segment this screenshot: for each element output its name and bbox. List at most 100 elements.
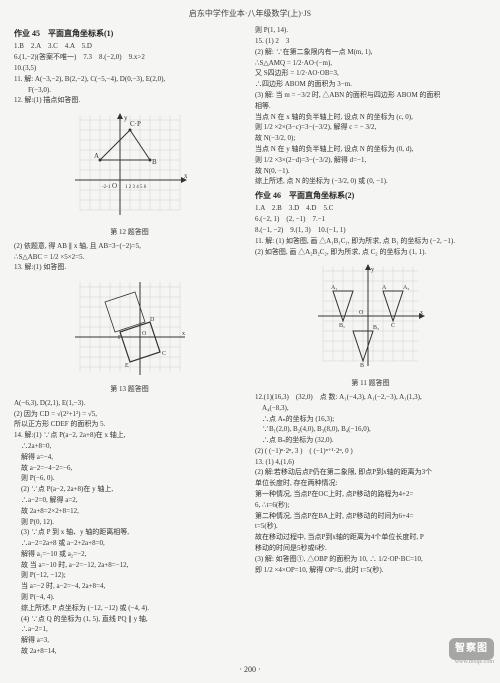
grid-12-svg: A B C·P O x y -2-1 1 2 3 4 5 6 <box>70 110 190 220</box>
q14: 14. 解:(1) ∵点 P(a−2, 2a+8)在 x 轴上, <box>14 431 245 441</box>
l13rb: 单位长度时, 存在两种情况: <box>255 479 486 489</box>
q12: 12. 解:(1) 描点如答图. <box>14 96 245 106</box>
q14t: 故 2a+8=14, <box>14 647 245 657</box>
svg-text:D: D <box>150 317 155 323</box>
svg-text:x: x <box>420 310 423 316</box>
l13rj: 即 1/2 ×4×OP=10, 解得 OP=5, 此时 t=5(秒). <box>255 566 486 576</box>
columns: 作业 45 平面直角坐标系(1) 1.B 2.A 3.C 4.A 5.D 6.(… <box>14 25 486 658</box>
r15j: 当点 N 在 y 轴的负半轴上时, 设点 N 的坐标为 (0, d), <box>255 145 486 155</box>
svg-text:A: A <box>382 285 387 291</box>
grid-11r-svg: A A₂ A₁ C B₁ B B₂ O x y <box>313 261 428 371</box>
q14d: 则 P(−6, 0). <box>14 474 245 484</box>
a46c: 8.(−1, −2) 9.(1, 3) 10.(−1, 1) <box>255 226 486 236</box>
q11: 11. 解: A(−3,−2), B(2,−2), C(−5,−4), D(0,… <box>14 75 245 85</box>
q14i: (3) ∵点 P 到 x 轴、y 轴的距离相等, <box>14 528 245 538</box>
q14o: 则 P(−4, 4). <box>14 593 245 603</box>
q14l: 故 当 a=−10 时, a−2=−12, 2a+8=−12, <box>14 561 245 571</box>
q12b: (2) 依题意, 得 AB ∥ x 轴, 且 AB=3−(−2)=5, <box>14 242 245 252</box>
q14e: (2) ∵点 P(a−2, 2a+8)在 y 轴上, <box>14 485 245 495</box>
hw45-title: 作业 45 平面直角坐标系(1) <box>14 28 245 39</box>
r1: 则 P(1, 14). <box>255 26 486 36</box>
svg-text:B₁: B₁ <box>339 323 345 329</box>
svg-text:y: y <box>124 114 128 122</box>
r15c: 又 S四边形 = 1/2·AO·OB=3, <box>255 69 486 79</box>
q14s: 解得 a=3, <box>14 636 245 646</box>
l13ri: (3) 解: 如答图①, △OBP 的面积为 10, ∴ 1/2·OP·BC=1… <box>255 555 486 565</box>
l13rd: 6, ∴t=6(秒); <box>255 501 486 511</box>
figure-11r: A A₂ A₁ C B₁ B B₂ O x y <box>255 261 486 375</box>
ans-10: 10.(3,5) <box>14 64 245 74</box>
svg-text:x: x <box>184 172 188 180</box>
r15a: (2) 解: ∵在第二象限内有一点 M(m, 1), <box>255 48 486 58</box>
svg-text:y: y <box>371 267 374 273</box>
a46: 1.A 2.B 3.D 4.D 5.C <box>255 204 486 214</box>
svg-text:A₁: A₁ <box>331 285 337 291</box>
ans-6-9: 6.(1,−2)(答案不唯一) 7.3 8.(−2,0) 9.x>2 <box>14 53 245 63</box>
q13a: A(−6,3), D(2,1), E(1,−3). <box>14 399 245 409</box>
q14r: ∴a−2=1, <box>14 625 245 635</box>
l13rh: 移动的时间是5秒或6秒. <box>255 544 486 554</box>
r15e: (3) 解: 当 m = −3/2 时, △ABN 的面积与四边形 ABOM 的… <box>255 91 486 101</box>
l13rf: t=5(秒). <box>255 522 486 532</box>
r15m: 综上所述, 点 N 的坐标为 (−3/2, 0) 或 (0, −1). <box>255 177 486 187</box>
svg-text:B: B <box>152 158 157 166</box>
r15h: 则 1/2 ×2×(3−c)=3−(−3/2), 解得 c = − 3/2, <box>255 123 486 133</box>
svg-text:C·P: C·P <box>130 120 141 128</box>
q13b: (2) 因为 CD = √(2²+1²) = √5, <box>14 410 245 420</box>
svg-text:A: A <box>94 152 99 160</box>
q14p: 综上所述, P 点坐标为 (−12, −12) 或 (−4, 4). <box>14 604 245 614</box>
q14b: 解得 a=−4, <box>14 453 245 463</box>
q14q: (4) ∵点 Q 的坐标为 (1, 5), 直线 PQ ∥ y 轴, <box>14 615 245 625</box>
left-column: 作业 45 平面直角坐标系(1) 1.B 2.A 3.C 4.A 5.D 6.(… <box>14 25 245 658</box>
q14g: 故 2a+8=2×2+8=12, <box>14 507 245 517</box>
l13re: 第二种情况, 当点P在BA上时, 点P移动的时间为6+4= <box>255 512 486 522</box>
svg-text:E: E <box>125 363 129 369</box>
l12r: 12.(1)(16,3) (32,0) 点 数: A₁(−4,3), A₁(−2… <box>255 393 486 403</box>
hw46-title: 作业 46 平面直角坐标系(2) <box>255 190 486 201</box>
l12re: (2) ( (−1)ⁿ·2ⁿ, 3 ) ( (−1)ⁿ⁺¹·2ⁿ, 0 ) <box>255 447 486 457</box>
q14a: ∴2a+8=0, <box>14 442 245 452</box>
svg-text:B: B <box>360 363 364 369</box>
q14n: 当 a=−2 时, a−2=−4, 2a+8=4, <box>14 582 245 592</box>
svg-text:B₂: B₂ <box>373 325 379 331</box>
caption-13: 第 13 题答图 <box>14 385 245 395</box>
q14j: ∴a−2=2a+8 或 a−2+2a+8=0, <box>14 539 245 549</box>
q14f: ∴a−2=0, 解得 a=2, <box>14 496 245 506</box>
caption-12: 第 12 题答图 <box>14 228 245 238</box>
svg-text:C: C <box>162 351 166 357</box>
r15i: 故 N(−3/2, 0); <box>255 134 486 144</box>
right-column: 则 P(1, 14). 15. (1) 2 3 (2) 解: ∵在第二象限内有一… <box>255 25 486 658</box>
l12rc: ∵B₁(2,0), B₂(4,0), B₃(8,0), B₄(−16,0), <box>255 425 486 435</box>
r15d: ∴四边形 ABOM 的面积为 3−m. <box>255 80 486 90</box>
r15f: 相等. <box>255 102 486 112</box>
svg-text:A₂: A₂ <box>403 285 409 291</box>
caption-11r: 第 11 题答图 <box>255 379 486 389</box>
l11r: 11. 解: (1) 如答图, 画 △A₁B₁C₁, 即为所求, 点 B₁ 的坐… <box>255 237 486 247</box>
svg-text:1 2 3 4 5 6: 1 2 3 4 5 6 <box>125 185 147 190</box>
r15: 15. (1) 2 3 <box>255 37 486 47</box>
svg-text:x: x <box>182 331 185 337</box>
svg-text:C: C <box>391 323 395 329</box>
q14c: 故 a−2=−4−2=−6, <box>14 464 245 474</box>
page-header: 启东中学作业本·八年级数学(上)·JS <box>14 8 486 19</box>
l13ra: (2) 解:若移动后点P仍在第二象限, 即点P到x轴的距离为3个 <box>255 468 486 478</box>
l12ra: A₄(−8,3), <box>255 404 486 414</box>
l13rc: 第一种情况, 当点P在OC上时, 点P移动的路程为4+2= <box>255 490 486 500</box>
l13rg: 故在移动过程中, 当点P到x轴的距离为4个单位长度时, P <box>255 533 486 543</box>
r15b: ∴S△AMQ = 1/2·AO·(−m), <box>255 59 486 69</box>
svg-text:-2-1: -2-1 <box>102 185 111 190</box>
q14m: 则 P(−12, −12); <box>14 571 245 581</box>
r15l: 故 N(0, −1). <box>255 167 486 177</box>
page: 启东中学作业本·八年级数学(上)·JS 作业 45 平面直角坐标系(1) 1.B… <box>0 0 500 683</box>
svg-text:O: O <box>142 331 147 337</box>
q13: 13. 解:(1) 如答图. <box>14 263 245 273</box>
a46b: 6.(−2, 1) (2, −1) 7.−1 <box>255 215 486 225</box>
q12c: ∴S△ABC = 1/2 ×5×2=5. <box>14 253 245 263</box>
q13c: 所以正方形 CDEF 的面积为 5. <box>14 420 245 430</box>
l12rb: ∴点 Aₙ的坐标为 (16,3); <box>255 415 486 425</box>
q14h: 则 P(0, 12). <box>14 518 245 528</box>
q11b: F(−3,0). <box>14 86 245 96</box>
l13r: 13. (1) 4,(1,6) <box>255 458 486 468</box>
svg-text:O: O <box>359 310 364 316</box>
l12rd: ∴点 Bₙ的坐标为 (32,0). <box>255 436 486 446</box>
